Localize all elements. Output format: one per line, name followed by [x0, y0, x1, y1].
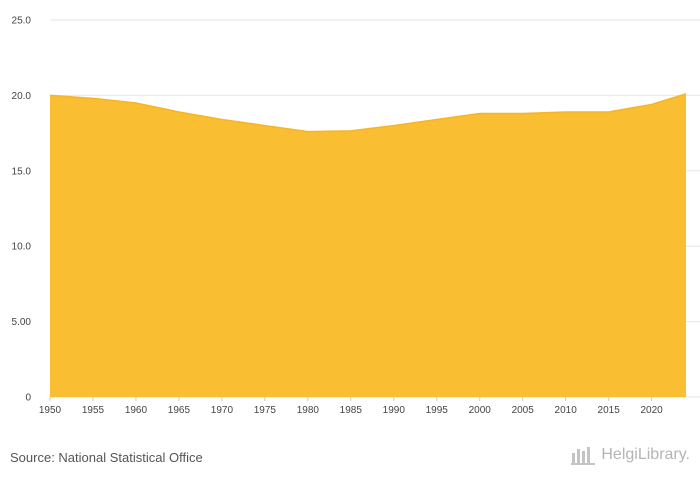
data-point[interactable]	[262, 123, 268, 129]
y-tick-label: 0	[25, 393, 31, 404]
source-note: Source: National Statistical Office	[10, 450, 203, 465]
chart-footer: Source: National Statistical Office Helg…	[0, 440, 700, 480]
x-tick-label: 2010	[555, 405, 578, 416]
data-point[interactable]	[90, 95, 96, 101]
x-tick-label: 1950	[39, 405, 62, 416]
x-tick-label: 1975	[254, 405, 277, 416]
data-point[interactable]	[219, 117, 225, 123]
data-point[interactable]	[563, 109, 569, 115]
data-point[interactable]	[683, 91, 689, 97]
x-tick-label: 1960	[125, 405, 148, 416]
y-tick-label: 25.0	[12, 16, 32, 27]
x-tick-label: 1980	[297, 405, 320, 416]
data-point[interactable]	[477, 110, 483, 116]
x-tick-label: 2000	[469, 405, 492, 416]
library-icon	[571, 447, 596, 465]
y-tick-label: 20.0	[12, 91, 32, 102]
y-axis: 0 5.00 10.0 15.0 20.0 25.0	[12, 16, 32, 404]
data-point[interactable]	[133, 100, 139, 106]
data-point[interactable]	[649, 101, 655, 107]
data-point[interactable]	[391, 123, 397, 129]
x-tick-label: 2020	[640, 405, 663, 416]
x-tick-label: 2015	[598, 405, 621, 416]
x-tick-label: 1985	[340, 405, 363, 416]
x-axis: 1950 1955 1960 1965 1970 1975 1980 1985 1990 1995…	[39, 397, 663, 416]
area-fill	[50, 93, 686, 397]
brand-name: HelgiLibrary.	[601, 446, 690, 463]
x-tick-label: 1955	[82, 405, 105, 416]
series-line	[49, 93, 687, 133]
x-tick-label: 1965	[168, 405, 191, 416]
data-point[interactable]	[47, 92, 53, 98]
data-point[interactable]	[305, 129, 311, 135]
data-point[interactable]	[606, 109, 612, 115]
x-tick-label: 1995	[426, 405, 449, 416]
y-tick-label: 5.00	[12, 317, 32, 328]
x-tick-label: 1970	[211, 405, 234, 416]
x-tick-label: 1990	[383, 405, 406, 416]
data-point[interactable]	[348, 128, 354, 134]
area-layer	[47, 91, 689, 397]
y-tick-label: 10.0	[12, 242, 32, 253]
x-tick-label: 2005	[512, 405, 535, 416]
data-point[interactable]	[434, 117, 440, 123]
data-point[interactable]	[520, 110, 526, 116]
y-tick-label: 15.0	[12, 166, 32, 177]
data-point[interactable]	[176, 109, 182, 115]
brand-logo[interactable]: HelgiLibrary.	[571, 445, 690, 465]
